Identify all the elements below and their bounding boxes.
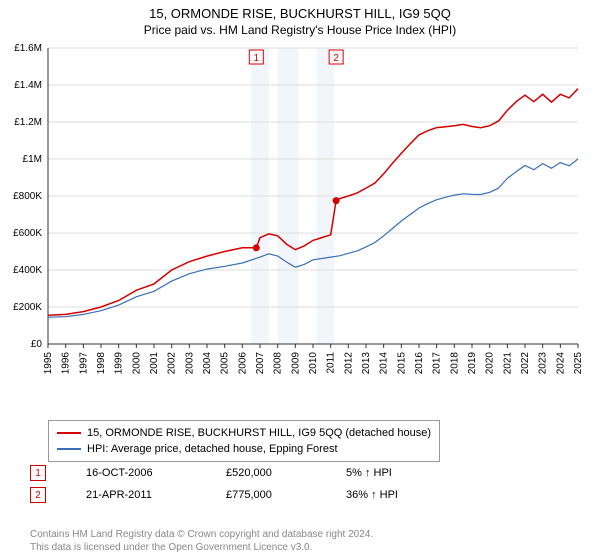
svg-text:2012: 2012: [343, 352, 354, 375]
legend-label: 15, ORMONDE RISE, BUCKHURST HILL, IG9 5Q…: [87, 425, 431, 441]
chart-title: 15, ORMONDE RISE, BUCKHURST HILL, IG9 5Q…: [0, 0, 600, 21]
svg-text:2024: 2024: [555, 352, 566, 375]
sale-row: 2 21-APR-2011 £775,000 36% ↑ HPI: [30, 484, 426, 506]
svg-text:2011: 2011: [326, 352, 337, 374]
sale-date: 21-APR-2011: [86, 489, 186, 501]
svg-text:£0: £0: [31, 339, 43, 350]
svg-text:2009: 2009: [290, 352, 301, 375]
footer-line-1: Contains HM Land Registry data © Crown c…: [30, 528, 373, 541]
sale-price: £775,000: [226, 489, 306, 501]
sale-diff: 5% ↑ HPI: [346, 467, 426, 479]
sale-diff: 36% ↑ HPI: [346, 489, 426, 501]
svg-text:£200K: £200K: [13, 302, 42, 313]
footer-attribution: Contains HM Land Registry data © Crown c…: [30, 528, 373, 554]
legend-label: HPI: Average price, detached house, Eppi…: [87, 441, 338, 457]
svg-text:1996: 1996: [61, 352, 72, 375]
svg-text:2025: 2025: [573, 352, 584, 375]
svg-text:£1.4M: £1.4M: [14, 80, 42, 91]
svg-text:2013: 2013: [361, 352, 372, 375]
legend-row: 15, ORMONDE RISE, BUCKHURST HILL, IG9 5Q…: [57, 425, 431, 441]
footer-line-2: This data is licensed under the Open Gov…: [30, 541, 373, 554]
svg-text:£1.2M: £1.2M: [14, 117, 42, 128]
svg-text:2015: 2015: [396, 352, 407, 375]
svg-text:2001: 2001: [149, 352, 160, 375]
svg-text:2018: 2018: [449, 352, 460, 375]
svg-text:2010: 2010: [308, 352, 319, 375]
svg-text:2023: 2023: [538, 352, 549, 375]
svg-text:2017: 2017: [432, 352, 443, 375]
svg-text:2006: 2006: [237, 352, 248, 375]
svg-text:2002: 2002: [167, 352, 178, 375]
svg-text:2: 2: [333, 53, 339, 64]
svg-text:£1.6M: £1.6M: [14, 43, 42, 54]
chart-subtitle: Price paid vs. HM Land Registry's House …: [0, 21, 600, 41]
svg-text:2004: 2004: [202, 352, 213, 375]
svg-text:2019: 2019: [467, 352, 478, 375]
svg-text:1998: 1998: [96, 352, 107, 375]
svg-text:£800K: £800K: [13, 191, 42, 202]
price-chart: £0£200K£400K£600K£800K£1M£1.2M£1.4M£1.6M…: [48, 44, 584, 380]
legend-row: HPI: Average price, detached house, Eppi…: [57, 441, 431, 457]
svg-text:1999: 1999: [114, 352, 125, 375]
legend-swatch: [57, 432, 81, 434]
svg-text:2022: 2022: [520, 352, 531, 375]
svg-text:2020: 2020: [485, 352, 496, 375]
legend: 15, ORMONDE RISE, BUCKHURST HILL, IG9 5Q…: [48, 420, 440, 462]
svg-text:2003: 2003: [184, 352, 195, 375]
svg-text:2005: 2005: [220, 352, 231, 375]
svg-text:2008: 2008: [273, 352, 284, 375]
legend-swatch: [57, 448, 81, 450]
sale-price: £520,000: [226, 467, 306, 479]
svg-text:2000: 2000: [131, 352, 142, 375]
svg-text:2007: 2007: [255, 352, 266, 375]
sale-marker: 2: [30, 487, 46, 503]
svg-text:2016: 2016: [414, 352, 425, 375]
sales-table: 1 16-OCT-2006 £520,000 5% ↑ HPI 2 21-APR-2011…: [30, 462, 426, 506]
svg-text:1: 1: [254, 53, 260, 64]
svg-text:1997: 1997: [78, 352, 89, 375]
svg-text:2021: 2021: [502, 352, 513, 375]
svg-text:£1M: £1M: [23, 154, 42, 165]
sale-marker: 1: [30, 465, 46, 481]
sale-row: 1 16-OCT-2006 £520,000 5% ↑ HPI: [30, 462, 426, 484]
svg-text:1995: 1995: [43, 352, 54, 375]
svg-text:£600K: £600K: [13, 228, 42, 239]
sale-date: 16-OCT-2006: [86, 467, 186, 479]
svg-text:2014: 2014: [379, 352, 390, 375]
svg-text:£400K: £400K: [13, 265, 42, 276]
